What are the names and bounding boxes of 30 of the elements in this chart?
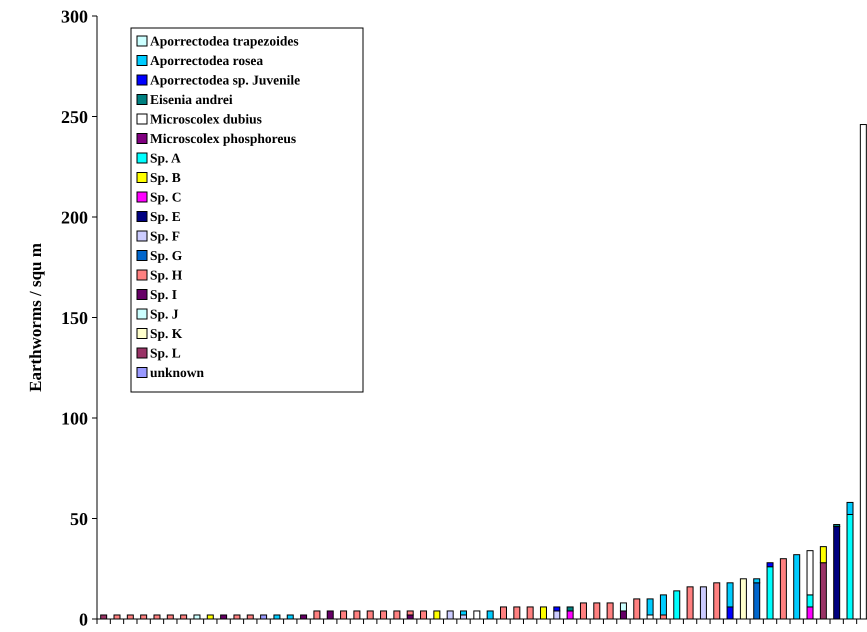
y-tick-label: 200 [61, 207, 88, 228]
legend-label: Eisenia andrei [150, 92, 233, 107]
legend-label: Sp. C [150, 190, 182, 204]
legend-label: Microscolex phosphoreus [150, 131, 296, 146]
legend-label: Aporrectodea sp. Juvenile [150, 72, 300, 88]
y-tick-label: 250 [61, 106, 88, 127]
bar [460, 610, 468, 616]
y-tick-label: 150 [61, 308, 88, 328]
y-tick-label: 0 [79, 609, 88, 630]
y-axis-title: Earthworms / squ m [26, 243, 45, 392]
legend-label: Sp. F [150, 228, 180, 244]
bar [406, 610, 414, 616]
legend-label: Sp. G [150, 248, 183, 263]
legend-label: Sp. H [150, 268, 183, 282]
legend-label: Sp. K [150, 326, 183, 341]
legend-label: Sp. B [150, 170, 181, 185]
legend-label: Sp. J [150, 306, 179, 322]
legend-label: Sp. L [150, 346, 181, 360]
y-tick-label: 50 [70, 508, 88, 529]
legend-label: Sp. E [150, 209, 181, 224]
legend-label: Sp. A [150, 150, 182, 166]
legend-label: Aporrectodea rosea [150, 53, 264, 68]
bar [660, 594, 667, 616]
legend-label: Sp. I [150, 287, 178, 302]
legend-label: Aporrectodea trapezoides [150, 34, 299, 48]
bar [646, 598, 654, 616]
legend-label: unknown [150, 365, 205, 380]
y-tick-label: 100 [61, 408, 88, 428]
y-tick-label: 300 [61, 6, 88, 26]
legend-label: Microscolex dubius [150, 112, 262, 126]
